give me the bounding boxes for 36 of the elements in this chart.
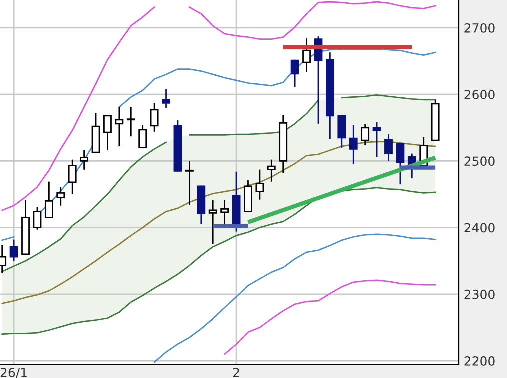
candlestick xyxy=(33,207,42,230)
x-tick-label: 2 xyxy=(233,368,240,378)
candlestick xyxy=(56,187,66,206)
candlestick xyxy=(349,125,358,165)
x-tick-label: 26/1 xyxy=(0,368,27,378)
candlestick xyxy=(290,60,300,88)
candlestick xyxy=(150,103,159,132)
candlestick xyxy=(256,170,264,200)
candlestick xyxy=(138,125,148,149)
line-series xyxy=(224,280,436,356)
candlestick xyxy=(185,161,194,206)
candlestick xyxy=(267,160,276,182)
candlestick xyxy=(10,240,18,262)
candlestick xyxy=(361,124,370,146)
y-tick-label: 2600 xyxy=(464,90,495,100)
candlestick xyxy=(396,143,405,185)
candlestick xyxy=(44,182,54,218)
candlestick xyxy=(126,107,136,137)
candlestick xyxy=(372,122,382,158)
candlestick xyxy=(104,115,112,151)
candlestick xyxy=(68,160,77,195)
y-tick-label: 2300 xyxy=(464,290,495,300)
candlestick xyxy=(115,107,124,147)
y-tick-label: 2200 xyxy=(464,356,495,366)
y-tick-label: 2500 xyxy=(464,156,495,166)
candlestick xyxy=(162,89,170,108)
candlestick xyxy=(208,200,218,244)
candlestick xyxy=(302,38,311,72)
line-series xyxy=(154,234,436,364)
line-series xyxy=(2,187,436,336)
candlestick xyxy=(384,134,393,162)
candlestick xyxy=(80,150,89,170)
y-tick-label: 2700 xyxy=(464,23,495,33)
candlestick xyxy=(220,200,230,224)
y-tick-label: 2400 xyxy=(464,223,495,233)
candlestick xyxy=(338,115,346,148)
